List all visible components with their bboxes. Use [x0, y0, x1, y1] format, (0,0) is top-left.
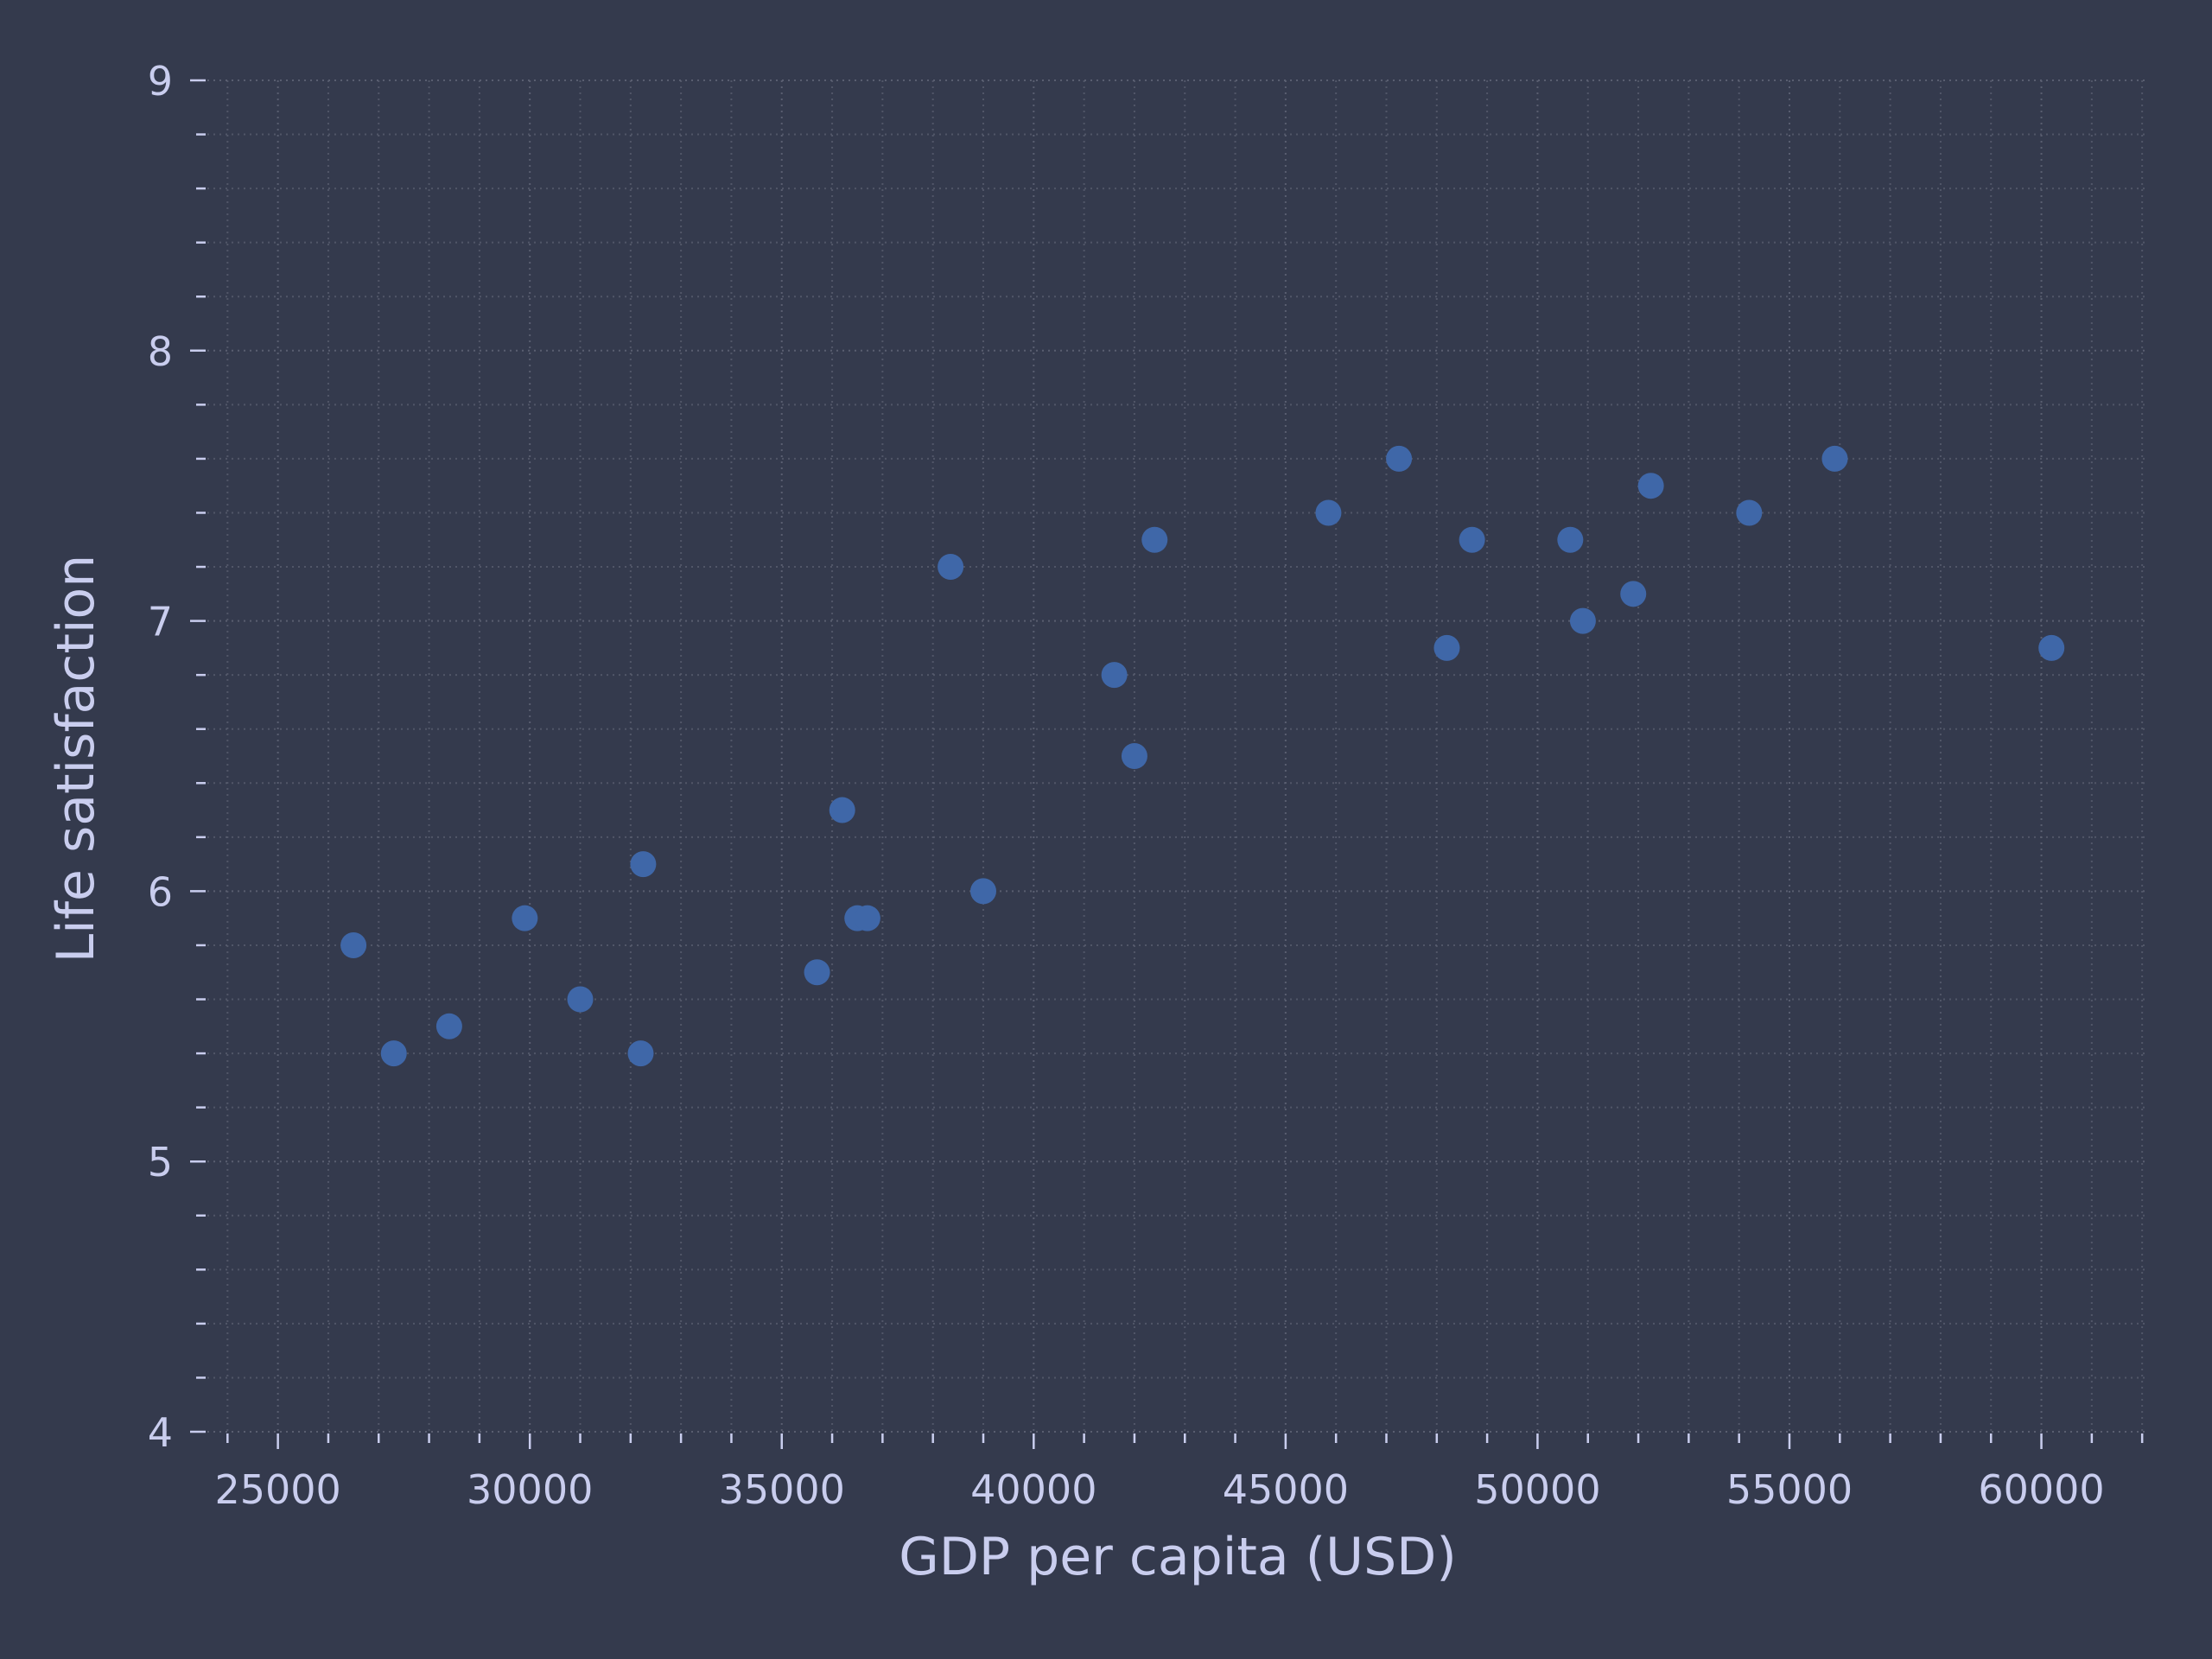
data-point — [1141, 526, 1168, 553]
data-point — [630, 851, 657, 878]
y-tick-label: 8 — [148, 328, 173, 375]
data-point — [1459, 526, 1485, 553]
data-point — [435, 1013, 462, 1039]
x-tick-label: 50000 — [1474, 1466, 1600, 1513]
y-tick-label: 4 — [148, 1409, 173, 1456]
data-point — [1121, 743, 1147, 769]
y-axis-label: Life satisfaction — [46, 555, 106, 963]
data-points — [340, 445, 2065, 1067]
grid — [207, 79, 2147, 1433]
data-point — [380, 1040, 407, 1067]
data-point — [970, 878, 996, 905]
y-tick-label: 7 — [148, 599, 173, 645]
axes: 25000 30000 35000 40000 45000 50000 55000 60000… — [148, 58, 2144, 1513]
data-point — [1386, 445, 1413, 472]
data-point — [1101, 662, 1128, 689]
data-point — [567, 986, 594, 1013]
x-tick-label: 40000 — [970, 1466, 1096, 1513]
data-point — [627, 1040, 654, 1067]
data-point — [1557, 526, 1584, 553]
y-tick-label: 6 — [148, 868, 173, 915]
x-axis-label: GDP per capita (USD) — [899, 1527, 1457, 1587]
data-point — [804, 959, 830, 986]
x-tick-label: 60000 — [1978, 1466, 2104, 1513]
data-point — [1569, 607, 1596, 634]
y-tick-label: 9 — [148, 58, 173, 105]
data-point — [1821, 445, 1848, 472]
data-point — [2038, 634, 2065, 661]
x-tick-label: 55000 — [1726, 1466, 1853, 1513]
y-tick-label: 5 — [148, 1139, 173, 1185]
x-tick-label: 30000 — [467, 1466, 593, 1513]
data-point — [1433, 634, 1460, 661]
data-point — [854, 905, 880, 931]
data-point — [938, 554, 964, 581]
data-point — [1736, 499, 1763, 526]
data-point — [829, 797, 855, 823]
x-tick-label: 45000 — [1223, 1466, 1349, 1513]
data-point — [1637, 473, 1664, 499]
data-point — [512, 905, 538, 931]
data-point — [340, 931, 367, 958]
data-point — [1315, 499, 1342, 526]
data-point — [1620, 581, 1647, 607]
x-tick-label: 25000 — [214, 1466, 340, 1513]
x-tick-label: 35000 — [719, 1466, 845, 1513]
